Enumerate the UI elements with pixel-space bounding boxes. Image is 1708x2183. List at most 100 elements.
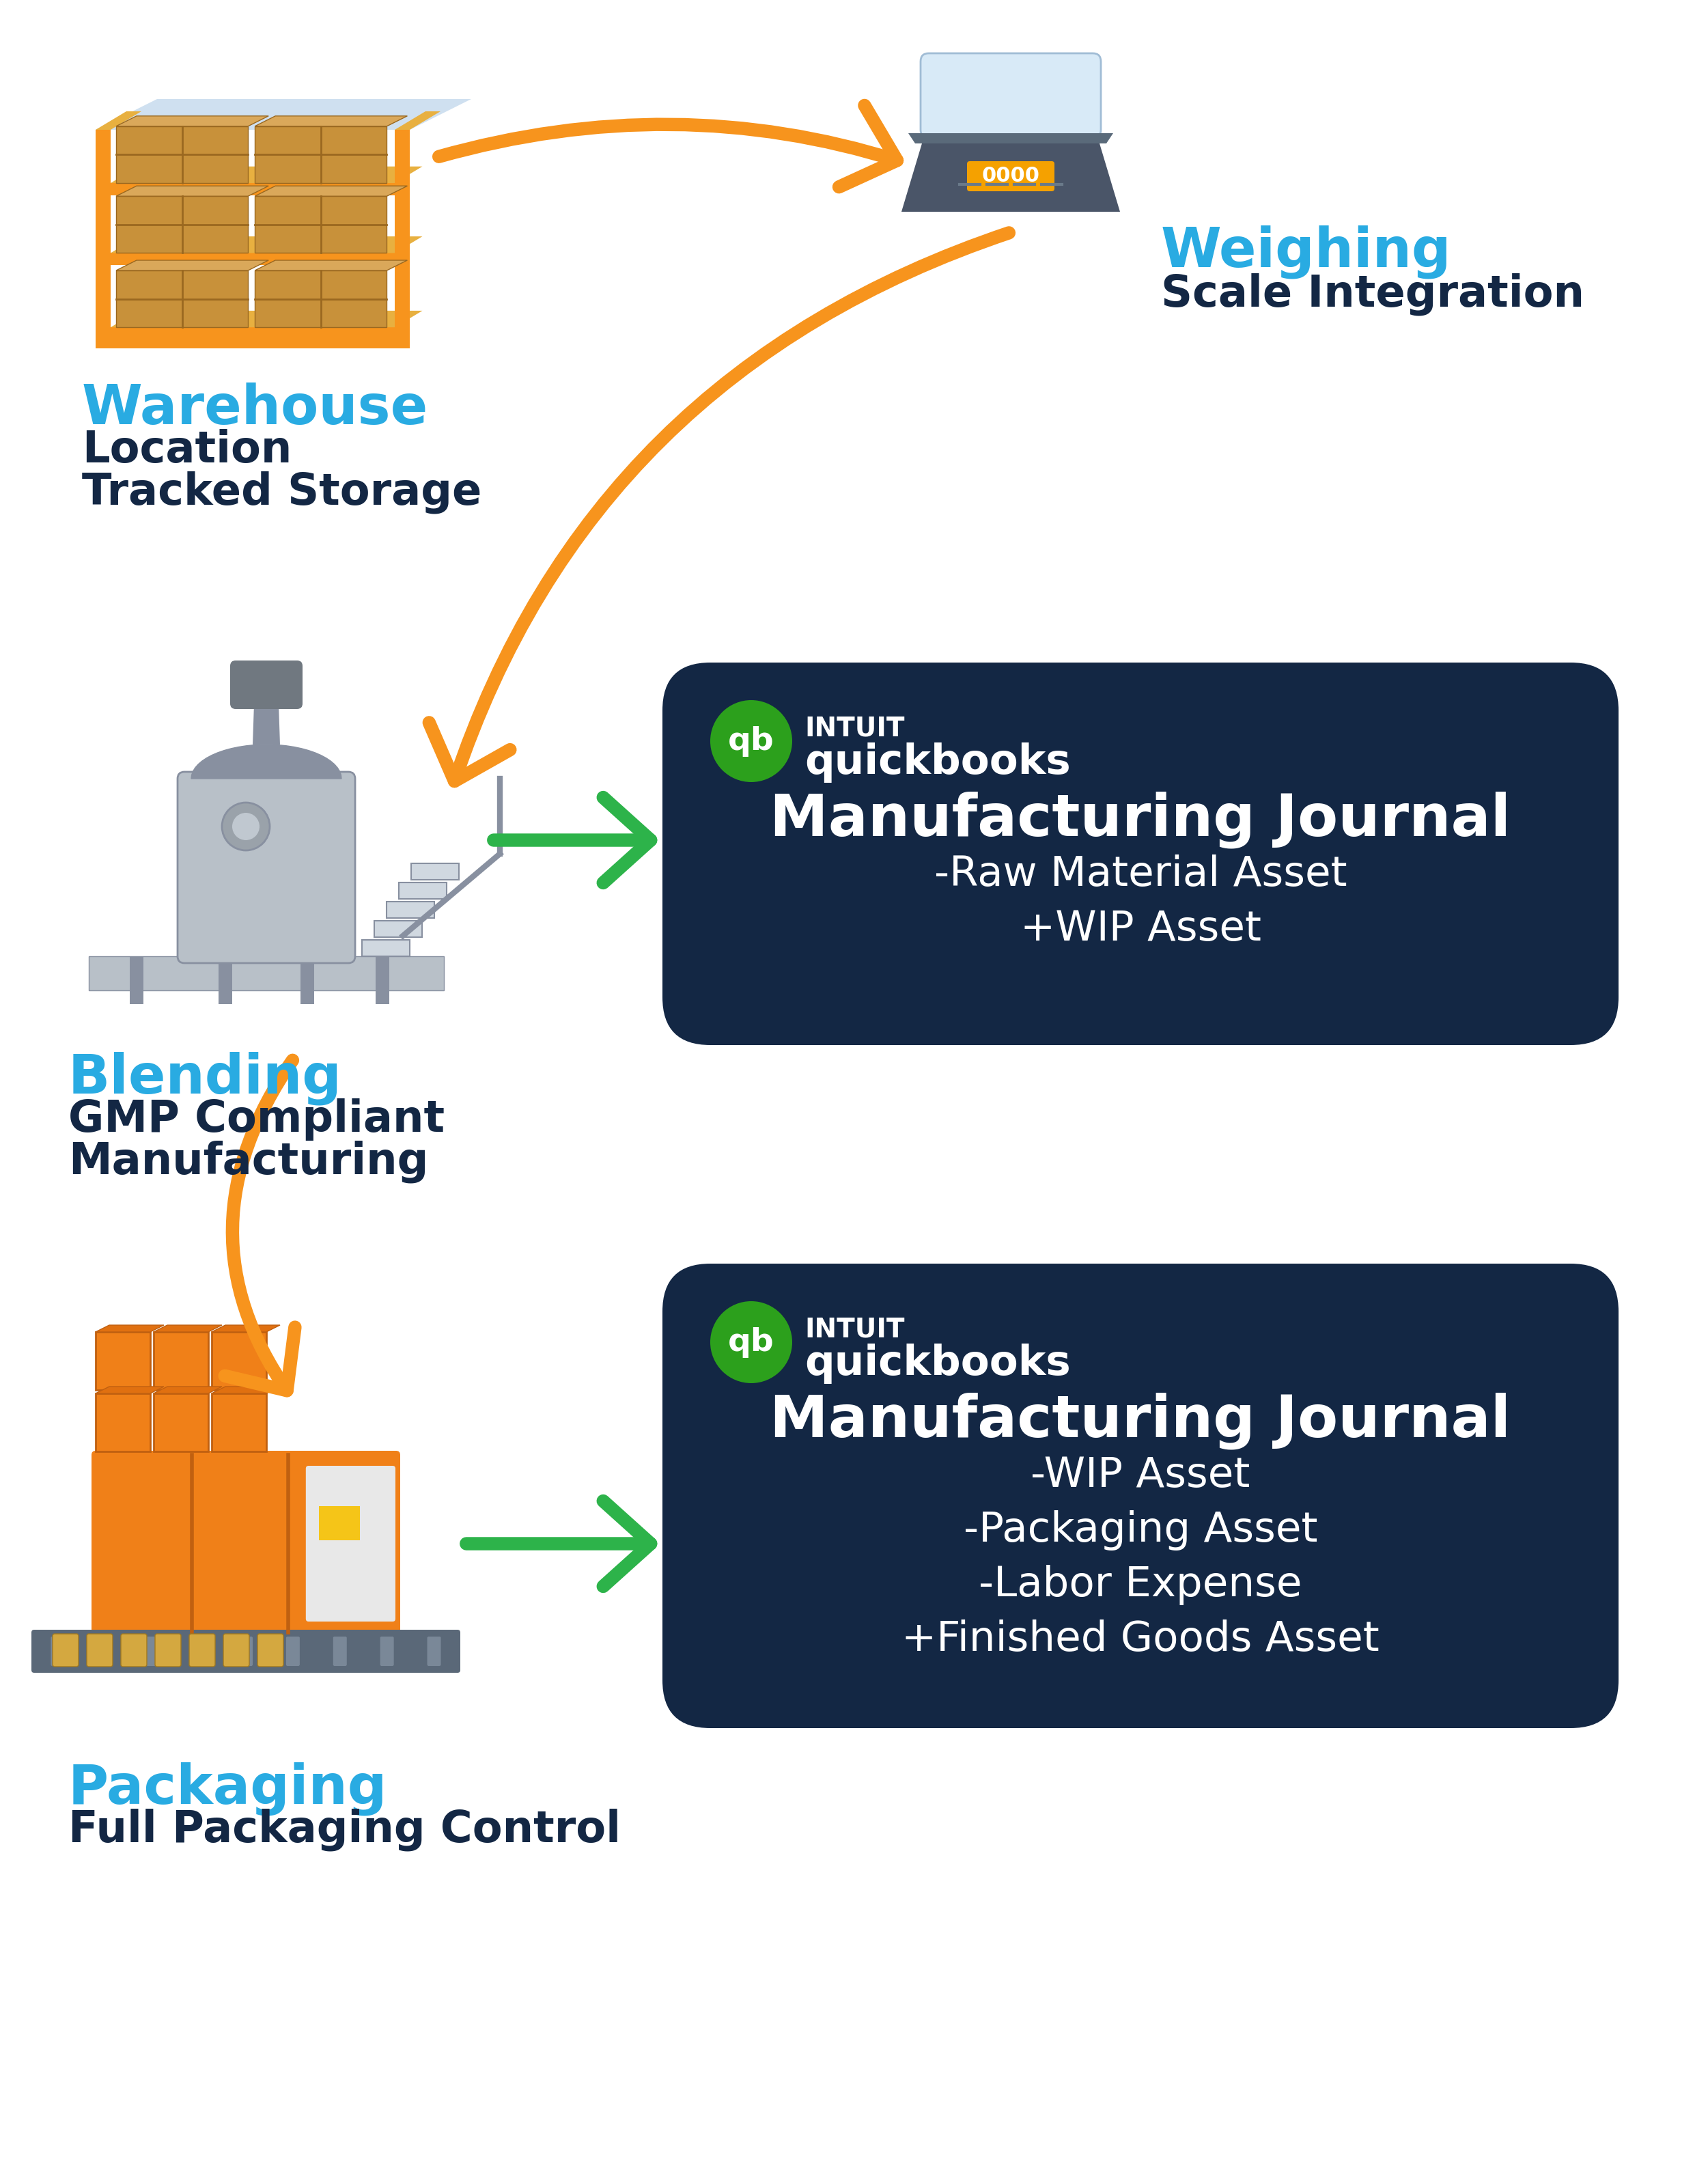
FancyBboxPatch shape bbox=[231, 661, 302, 709]
Polygon shape bbox=[116, 127, 248, 183]
FancyBboxPatch shape bbox=[121, 1633, 147, 1666]
Polygon shape bbox=[902, 144, 1120, 212]
FancyBboxPatch shape bbox=[663, 664, 1619, 1046]
Polygon shape bbox=[253, 703, 280, 744]
FancyArrowPatch shape bbox=[494, 797, 651, 882]
Polygon shape bbox=[111, 166, 422, 183]
Polygon shape bbox=[191, 744, 342, 779]
Text: -Raw Material Asset: -Raw Material Asset bbox=[934, 854, 1348, 895]
Circle shape bbox=[711, 1301, 793, 1384]
Polygon shape bbox=[212, 1393, 266, 1452]
Polygon shape bbox=[362, 941, 410, 956]
Polygon shape bbox=[130, 956, 143, 1004]
FancyArrowPatch shape bbox=[466, 1502, 651, 1587]
Text: -Packaging Asset: -Packaging Asset bbox=[963, 1511, 1317, 1550]
FancyArrowPatch shape bbox=[439, 105, 897, 188]
Polygon shape bbox=[96, 129, 111, 349]
FancyBboxPatch shape bbox=[258, 1633, 284, 1666]
Polygon shape bbox=[111, 236, 422, 253]
Text: quickbooks: quickbooks bbox=[804, 742, 1071, 784]
Text: INTUIT: INTUIT bbox=[804, 1316, 905, 1343]
Polygon shape bbox=[254, 127, 386, 183]
FancyBboxPatch shape bbox=[51, 1637, 65, 1666]
Text: Warehouse: Warehouse bbox=[82, 382, 429, 437]
FancyBboxPatch shape bbox=[239, 1637, 253, 1666]
Polygon shape bbox=[116, 116, 268, 127]
Text: Tracked Storage: Tracked Storage bbox=[82, 472, 482, 513]
Polygon shape bbox=[212, 1325, 280, 1332]
FancyBboxPatch shape bbox=[191, 1637, 205, 1666]
Text: INTUIT: INTUIT bbox=[804, 716, 905, 742]
Polygon shape bbox=[219, 956, 232, 1004]
Circle shape bbox=[222, 803, 270, 851]
Polygon shape bbox=[116, 186, 268, 196]
FancyBboxPatch shape bbox=[967, 162, 1054, 192]
Text: Manufacturing Journal: Manufacturing Journal bbox=[770, 790, 1512, 849]
Polygon shape bbox=[96, 98, 471, 129]
FancyBboxPatch shape bbox=[53, 1633, 79, 1666]
Polygon shape bbox=[254, 271, 386, 327]
Polygon shape bbox=[212, 1332, 266, 1391]
Polygon shape bbox=[254, 196, 386, 253]
FancyBboxPatch shape bbox=[155, 1633, 181, 1666]
Polygon shape bbox=[116, 196, 248, 253]
FancyBboxPatch shape bbox=[145, 1637, 159, 1666]
FancyBboxPatch shape bbox=[427, 1637, 441, 1666]
FancyArrowPatch shape bbox=[429, 234, 1009, 782]
Polygon shape bbox=[254, 116, 407, 127]
Polygon shape bbox=[96, 1332, 150, 1391]
Text: Packaging: Packaging bbox=[68, 1762, 388, 1816]
Text: -WIP Asset: -WIP Asset bbox=[1030, 1456, 1250, 1495]
FancyBboxPatch shape bbox=[306, 1465, 396, 1622]
Text: Full Packaging Control: Full Packaging Control bbox=[68, 1810, 620, 1851]
Polygon shape bbox=[154, 1393, 208, 1452]
FancyBboxPatch shape bbox=[87, 1633, 113, 1666]
FancyArrowPatch shape bbox=[225, 1061, 295, 1391]
Polygon shape bbox=[96, 336, 410, 349]
FancyBboxPatch shape bbox=[92, 1452, 400, 1637]
Polygon shape bbox=[96, 1393, 150, 1452]
FancyBboxPatch shape bbox=[97, 1637, 111, 1666]
Circle shape bbox=[232, 812, 260, 840]
Polygon shape bbox=[154, 1386, 222, 1393]
Polygon shape bbox=[111, 310, 422, 327]
FancyBboxPatch shape bbox=[31, 1631, 459, 1672]
FancyBboxPatch shape bbox=[381, 1637, 395, 1666]
Polygon shape bbox=[254, 260, 407, 271]
Polygon shape bbox=[154, 1325, 222, 1332]
Polygon shape bbox=[96, 1325, 164, 1332]
FancyBboxPatch shape bbox=[663, 1264, 1619, 1729]
Text: +Finished Goods Asset: +Finished Goods Asset bbox=[902, 1620, 1380, 1659]
Text: Location: Location bbox=[82, 428, 292, 472]
Polygon shape bbox=[89, 956, 444, 991]
Polygon shape bbox=[395, 129, 410, 349]
Text: Manufacturing Journal: Manufacturing Journal bbox=[770, 1393, 1512, 1450]
Circle shape bbox=[711, 701, 793, 782]
Text: qb: qb bbox=[728, 1327, 774, 1358]
FancyBboxPatch shape bbox=[224, 1633, 249, 1666]
Polygon shape bbox=[400, 882, 446, 899]
Text: Weighing: Weighing bbox=[1161, 225, 1452, 279]
Polygon shape bbox=[111, 327, 395, 341]
Text: Manufacturing: Manufacturing bbox=[68, 1142, 429, 1183]
Polygon shape bbox=[909, 133, 1114, 144]
FancyBboxPatch shape bbox=[285, 1637, 299, 1666]
Polygon shape bbox=[116, 260, 268, 271]
Polygon shape bbox=[111, 183, 395, 194]
FancyBboxPatch shape bbox=[178, 773, 355, 963]
Polygon shape bbox=[96, 1386, 164, 1393]
Text: quickbooks: quickbooks bbox=[804, 1345, 1071, 1384]
Text: Scale Integration: Scale Integration bbox=[1161, 273, 1585, 317]
Text: GMP Compliant: GMP Compliant bbox=[68, 1098, 444, 1142]
Polygon shape bbox=[301, 956, 314, 1004]
Polygon shape bbox=[319, 1506, 360, 1541]
Polygon shape bbox=[154, 1332, 208, 1391]
Polygon shape bbox=[96, 111, 142, 129]
Text: qb: qb bbox=[728, 725, 774, 758]
Text: +WIP Asset: +WIP Asset bbox=[1020, 908, 1261, 950]
Polygon shape bbox=[254, 186, 407, 196]
Polygon shape bbox=[412, 862, 459, 880]
Polygon shape bbox=[116, 271, 248, 327]
FancyBboxPatch shape bbox=[190, 1633, 215, 1666]
Text: 0000: 0000 bbox=[982, 166, 1040, 186]
